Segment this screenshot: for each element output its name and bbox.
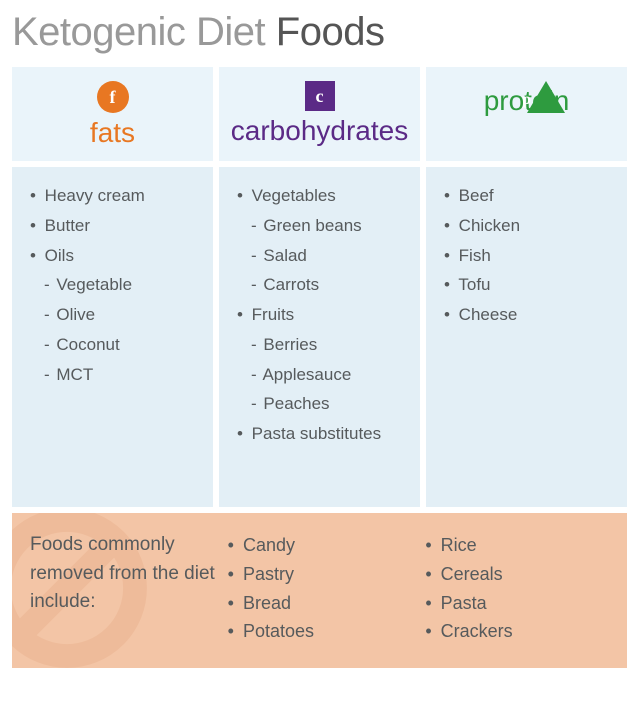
list-item: • Cheese (444, 300, 617, 330)
list-item: - Coconut (30, 330, 203, 360)
list-item: - Carrots (237, 270, 410, 300)
removed-item: • Crackers (425, 617, 617, 646)
removed-section: Foods commonly removed from the diet inc… (12, 513, 627, 668)
page-title: Ketogenic Diet Foods (12, 10, 627, 55)
list-item: • Vegetables (237, 181, 410, 211)
title-accent: Foods (276, 10, 385, 54)
list-item: • Beef (444, 181, 617, 211)
removed-label: Foods commonly removed from the diet inc… (30, 531, 222, 617)
col-body-fats: • Heavy cream• Butter• Oils- Vegetable- … (12, 167, 213, 507)
removed-item: • Potatoes (228, 617, 420, 646)
removed-item: • Rice (425, 531, 617, 560)
list-item: - Peaches (237, 389, 410, 419)
col-header-protein: p protein (426, 67, 627, 161)
fats-list: • Heavy cream• Butter• Oils- Vegetable- … (30, 181, 203, 389)
carbs-list: • Vegetables- Green beans- Salad- Carrot… (237, 181, 410, 449)
list-item: - MCT (30, 360, 203, 390)
category-columns: f fats c carbohydrates p protein • Heavy… (12, 67, 627, 507)
col-body-protein: • Beef• Chicken• Fish• Tofu• Cheese (426, 167, 627, 507)
title-prefix: Ketogenic Diet (12, 10, 276, 54)
list-item: • Pasta substitutes (237, 419, 410, 449)
list-item: • Chicken (444, 211, 617, 241)
removed-col-2: • Rice• Cereals• Pasta• Crackers (425, 531, 617, 646)
removed-item: • Pasta (425, 589, 617, 618)
list-item: - Olive (30, 300, 203, 330)
col-body-carbs: • Vegetables- Green beans- Salad- Carrot… (219, 167, 420, 507)
list-item: • Heavy cream (30, 181, 203, 211)
list-item: - Salad (237, 241, 410, 271)
col-header-carbs: c carbohydrates (219, 67, 420, 161)
removed-item: • Candy (228, 531, 420, 560)
fats-icon: f (16, 81, 209, 113)
list-item: • Fish (444, 241, 617, 271)
list-item: - Berries (237, 330, 410, 360)
list-item: - Vegetable (30, 270, 203, 300)
list-item: • Butter (30, 211, 203, 241)
col-header-fats: f fats (12, 67, 213, 161)
removed-item: • Bread (228, 589, 420, 618)
list-item: • Oils (30, 241, 203, 271)
list-item: • Tofu (444, 270, 617, 300)
carbs-label: carbohydrates (223, 115, 416, 147)
list-item: - Applesauce (237, 360, 410, 390)
removed-item: • Cereals (425, 560, 617, 589)
removed-item: • Pastry (228, 560, 420, 589)
fats-label: fats (16, 117, 209, 149)
list-item: • Fruits (237, 300, 410, 330)
carbs-icon-shape: c (305, 81, 335, 111)
carbs-icon: c (223, 81, 416, 111)
removed-label-col: Foods commonly removed from the diet inc… (30, 531, 222, 646)
list-item: - Green beans (237, 211, 410, 241)
removed-col-1: • Candy• Pastry• Bread• Potatoes (228, 531, 420, 646)
fats-icon-shape: f (97, 81, 129, 113)
protein-list: • Beef• Chicken• Fish• Tofu• Cheese (444, 181, 617, 330)
